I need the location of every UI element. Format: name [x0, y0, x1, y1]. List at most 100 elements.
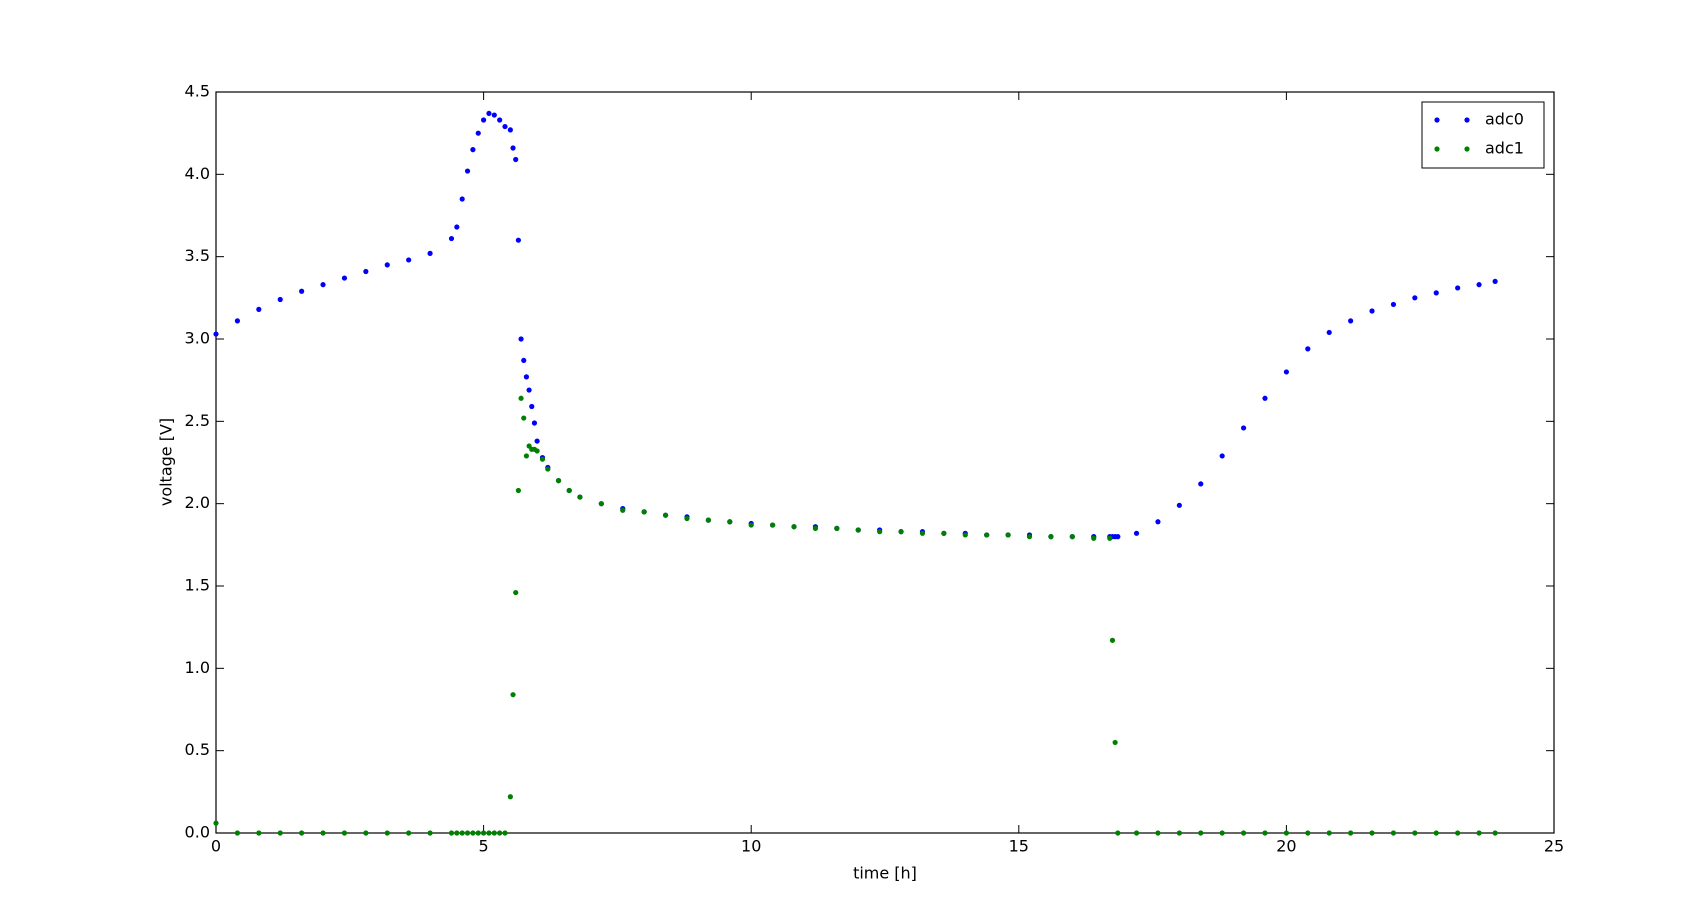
data-point	[475, 830, 481, 836]
data-point	[406, 830, 412, 836]
data-point	[526, 387, 532, 393]
data-point	[1176, 830, 1182, 836]
data-point	[502, 123, 508, 130]
data-point	[1155, 830, 1161, 836]
data-point	[1240, 830, 1247, 836]
data-point	[277, 830, 283, 836]
data-point	[1005, 532, 1011, 538]
data-point	[1369, 308, 1375, 314]
y-tick-label: 4.0	[185, 164, 210, 183]
data-point	[491, 112, 497, 118]
data-point	[427, 830, 433, 836]
data-point	[1390, 301, 1397, 308]
y-tick-label: 3.0	[185, 329, 210, 348]
data-point	[770, 522, 776, 528]
data-point	[1262, 395, 1268, 401]
plot-frame	[215, 91, 1555, 834]
data-point	[1107, 535, 1113, 541]
data-point	[1492, 830, 1498, 836]
data-point	[662, 512, 669, 518]
data-point	[1369, 830, 1375, 836]
data-point	[1048, 534, 1054, 540]
data-point	[1091, 535, 1097, 541]
data-point	[898, 529, 904, 535]
data-point	[1262, 830, 1268, 836]
data-point	[256, 306, 262, 312]
data-point	[812, 525, 819, 531]
data-point	[1433, 830, 1439, 836]
data-point	[454, 224, 460, 230]
data-point	[320, 830, 326, 836]
data-point	[539, 456, 546, 462]
data-point	[427, 250, 433, 256]
data-point	[1348, 830, 1354, 836]
data-point	[620, 507, 626, 513]
data-point	[555, 478, 562, 484]
data-point	[962, 532, 968, 538]
data-point	[1219, 453, 1225, 459]
data-point	[877, 529, 883, 535]
legend-marker	[1434, 117, 1440, 123]
data-point	[566, 487, 572, 494]
data-point	[510, 692, 516, 698]
data-point	[464, 168, 471, 174]
data-point	[486, 110, 492, 117]
legend-marker	[1464, 117, 1470, 123]
data-point	[1455, 830, 1461, 836]
data-point	[256, 830, 262, 836]
data-point	[521, 357, 527, 364]
data-point	[1155, 519, 1161, 525]
legend-label: adc0	[1485, 110, 1524, 129]
data-point	[727, 519, 733, 525]
data-point	[518, 395, 524, 401]
legend-label: adc1	[1485, 139, 1524, 158]
data-point	[1476, 830, 1482, 836]
data-point	[277, 296, 283, 303]
data-point	[1219, 830, 1225, 836]
data-point	[1305, 830, 1311, 836]
data-point	[1283, 830, 1289, 836]
y-tick-label: 1.5	[185, 576, 210, 595]
data-point	[497, 117, 503, 123]
y-tick-label: 3.5	[185, 246, 210, 265]
data-point	[791, 524, 797, 530]
data-point	[1492, 278, 1498, 284]
data-point	[406, 257, 412, 263]
data-point	[518, 336, 524, 342]
data-point	[507, 127, 513, 133]
data-point	[470, 830, 476, 836]
data-point	[448, 235, 455, 242]
data-point	[534, 438, 540, 444]
data-point	[941, 530, 947, 536]
y-tick-label: 2.0	[185, 493, 210, 512]
data-point	[513, 156, 519, 163]
data-point	[521, 415, 527, 421]
data-point	[481, 117, 487, 123]
data-point	[475, 130, 481, 136]
data-point	[341, 275, 348, 281]
data-point	[299, 830, 305, 836]
data-point	[1305, 346, 1311, 352]
x-tick-label: 10	[741, 837, 761, 856]
x-tick-label: 15	[1009, 837, 1029, 856]
data-point	[748, 522, 754, 528]
data-point	[1326, 830, 1332, 836]
data-point	[459, 830, 465, 836]
data-point	[1348, 318, 1354, 324]
data-point	[1390, 830, 1397, 836]
y-tick-label: 1.0	[185, 658, 210, 677]
y-tick-label: 2.5	[185, 411, 210, 430]
data-point	[523, 374, 530, 380]
data-point	[510, 145, 516, 151]
data-point	[481, 830, 487, 836]
data-point	[213, 331, 219, 337]
data-point	[491, 830, 497, 836]
data-point	[320, 282, 326, 288]
data-point	[299, 288, 305, 294]
data-point	[470, 147, 476, 153]
data-point	[454, 830, 460, 836]
y-axis-label: voltage [V]	[157, 418, 176, 506]
data-point	[1115, 534, 1121, 540]
data-point	[919, 530, 926, 536]
